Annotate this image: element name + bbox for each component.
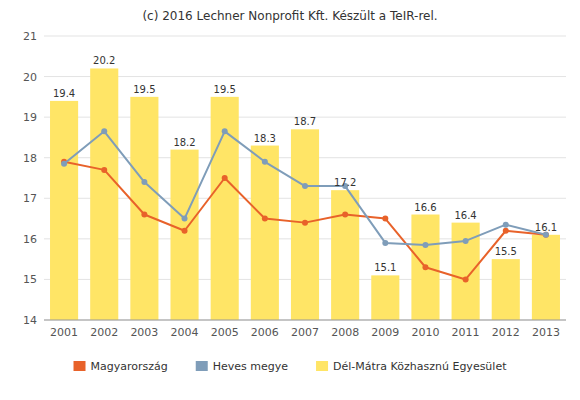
marker xyxy=(503,228,509,234)
data-label: 19.4 xyxy=(53,88,75,99)
marker xyxy=(262,159,268,165)
y-tick-label: 20 xyxy=(23,71,37,84)
legend: Magyarország Heves megye Dél-Mátra Közhasz… xyxy=(74,360,508,373)
data-labels: 19.4 20.2 19.5 18.2 19.5 18.3 18.7 17.2 15.1 16.6… xyxy=(53,55,557,273)
marker xyxy=(222,175,228,181)
bar xyxy=(532,235,560,320)
data-label: 16.6 xyxy=(414,202,436,213)
y-tick-label: 21 xyxy=(23,30,37,43)
marker xyxy=(141,179,147,185)
marker xyxy=(101,167,107,173)
data-label: 20.2 xyxy=(93,55,115,66)
marker xyxy=(222,128,228,134)
data-label: 15.5 xyxy=(495,246,517,257)
y-tick-label: 19 xyxy=(23,111,37,124)
marker xyxy=(422,264,428,270)
legend-label: Heves megye xyxy=(213,360,289,373)
legend-label: Dél-Mátra Közhasznú Egyesület xyxy=(333,360,507,373)
legend-swatch xyxy=(74,361,86,371)
grid-line xyxy=(44,76,566,77)
x-axis-line xyxy=(44,320,566,321)
x-tick-label: 2012 xyxy=(492,326,520,339)
x-tick-label: 2009 xyxy=(371,326,399,339)
y-tick-label: 16 xyxy=(23,233,37,246)
bar xyxy=(291,129,319,320)
grid-line xyxy=(44,36,566,37)
data-label: 16.4 xyxy=(454,210,476,221)
x-tick-label: 2007 xyxy=(291,326,319,339)
bar xyxy=(411,215,439,320)
x-tick-label: 2011 xyxy=(452,326,480,339)
data-label: 18.2 xyxy=(173,137,195,148)
legend-swatch xyxy=(316,361,328,371)
data-label: 19.5 xyxy=(214,84,236,95)
x-tick-label: 2004 xyxy=(171,326,199,339)
marker xyxy=(182,216,188,222)
y-tick-label: 18 xyxy=(23,152,37,165)
bar xyxy=(251,146,279,320)
marker xyxy=(422,242,428,248)
marker xyxy=(141,212,147,218)
y-tick-label: 15 xyxy=(23,273,37,286)
marker xyxy=(302,220,308,226)
bar xyxy=(211,97,239,320)
y-tick-label: 17 xyxy=(23,192,37,205)
marker xyxy=(382,216,388,222)
marker xyxy=(382,240,388,246)
bar xyxy=(130,97,158,320)
bar xyxy=(170,150,198,320)
line xyxy=(64,162,546,280)
bar xyxy=(90,68,118,320)
x-tick-label: 2008 xyxy=(331,326,359,339)
marker xyxy=(503,222,509,228)
grid xyxy=(44,36,566,320)
marker xyxy=(463,238,469,244)
line xyxy=(64,131,546,245)
legend-label: Magyarország xyxy=(91,360,168,373)
plot-area xyxy=(50,68,560,320)
bar xyxy=(371,275,399,320)
data-label: 18.3 xyxy=(254,133,276,144)
grid-line xyxy=(44,320,566,321)
x-tick-label: 2005 xyxy=(211,326,239,339)
data-label: 17.2 xyxy=(334,177,356,188)
marker xyxy=(463,276,469,282)
data-label: 15.1 xyxy=(374,262,396,273)
chart: (c) 2016 Lechner Nonprofit Kft. Készült … xyxy=(0,0,580,400)
x-tick-label: 2006 xyxy=(251,326,279,339)
marker xyxy=(101,128,107,134)
legend-item: Dél-Mátra Közhasznú Egyesület xyxy=(316,360,507,373)
data-label: 16.1 xyxy=(535,222,557,233)
y-tick-label: 14 xyxy=(23,314,37,327)
legend-swatch xyxy=(196,361,208,371)
x-tick-label: 2010 xyxy=(411,326,439,339)
data-label: 19.5 xyxy=(133,84,155,95)
marker xyxy=(342,212,348,218)
data-label: 18.7 xyxy=(294,116,316,127)
title: (c) 2016 Lechner Nonprofit Kft. Készült … xyxy=(142,9,437,23)
marker xyxy=(302,183,308,189)
x-tick-label: 2001 xyxy=(50,326,78,339)
marker xyxy=(182,228,188,234)
marker xyxy=(262,216,268,222)
x-tick-label: 2013 xyxy=(532,326,560,339)
bar xyxy=(492,259,520,320)
bar xyxy=(331,190,359,320)
x-tick-label: 2003 xyxy=(130,326,158,339)
x-tick-label: 2002 xyxy=(90,326,118,339)
marker xyxy=(61,161,67,167)
legend-item: Heves megye xyxy=(196,360,289,373)
legend-item: Magyarország xyxy=(74,360,168,373)
bar xyxy=(50,101,78,320)
